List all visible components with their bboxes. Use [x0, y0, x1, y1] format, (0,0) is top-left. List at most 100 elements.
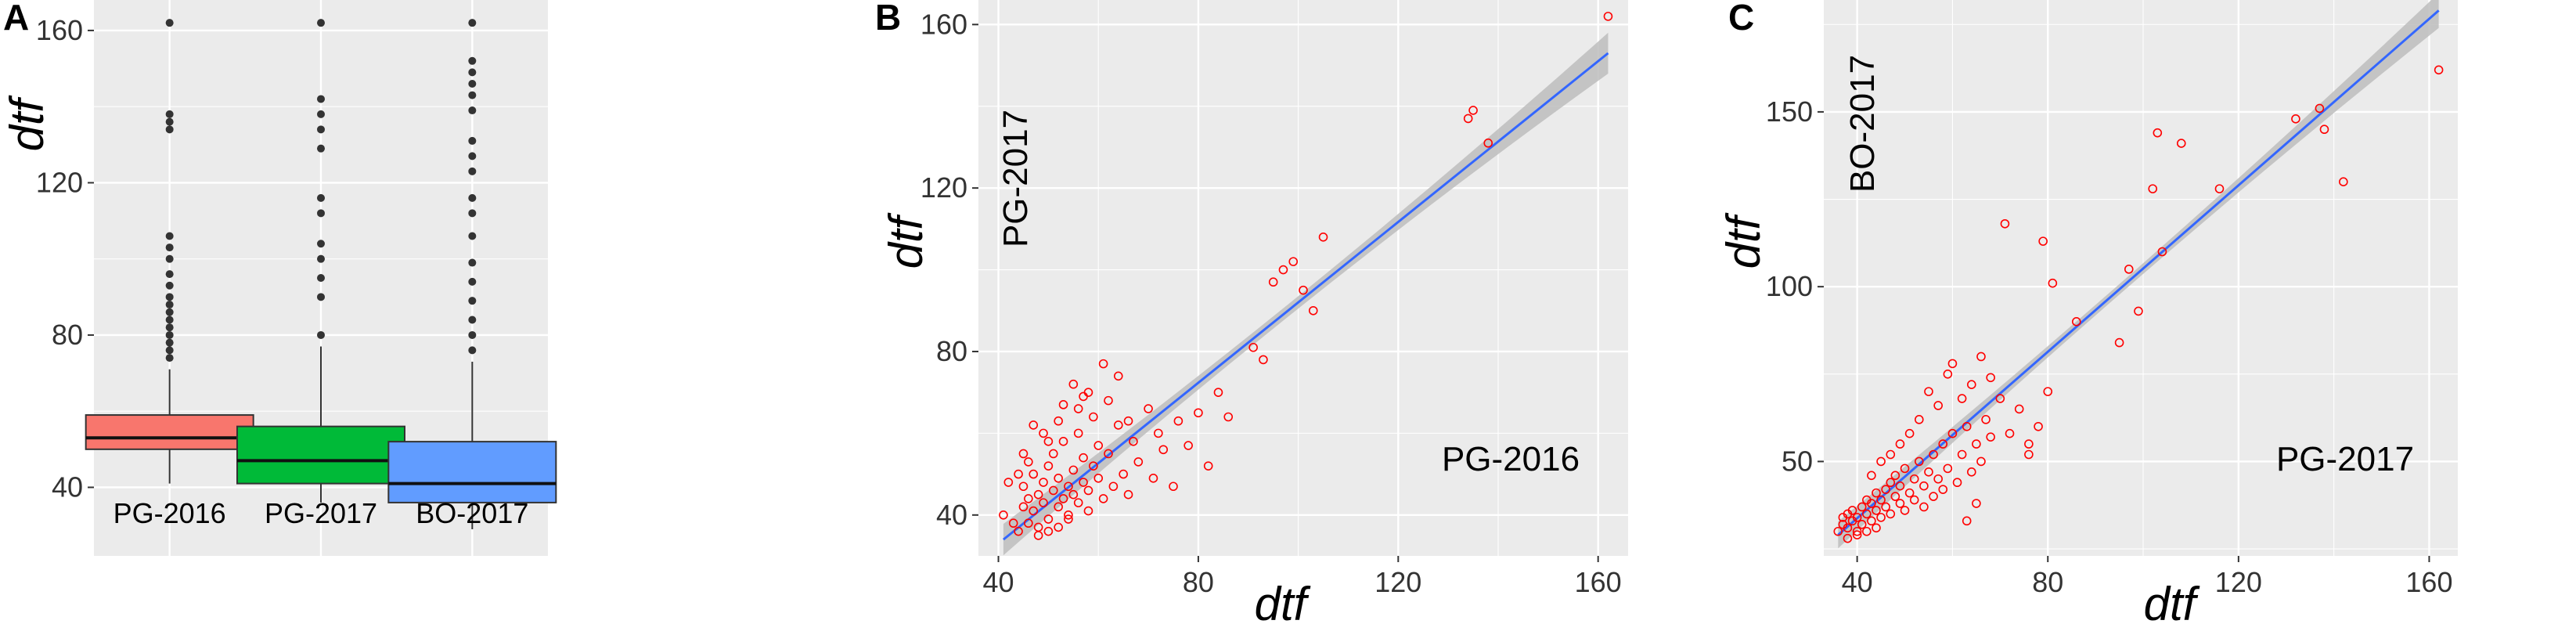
data-point [1079, 453, 1088, 463]
outlier-point [468, 346, 477, 355]
x-ticks-b: 40 80 120 160 [983, 556, 1622, 598]
outlier-point [165, 281, 174, 290]
data-point [1938, 485, 1948, 494]
data-point [1972, 499, 1981, 508]
data-point [2291, 114, 2300, 124]
data-point [1843, 523, 1853, 533]
category-label: PG-2017 [265, 497, 377, 529]
data-point [1915, 415, 1924, 424]
data-point [1039, 428, 1048, 438]
data-point [2071, 317, 2081, 326]
category-labels-a: PG-2016 PG-2017 BO-2017 [113, 497, 529, 529]
data-point [1890, 492, 1900, 501]
data-point [1895, 439, 1905, 449]
outlier-point [468, 277, 477, 286]
data-point [1203, 461, 1213, 471]
data-point [1123, 416, 1133, 426]
data-point [1886, 509, 1896, 519]
data-point [1018, 482, 1029, 492]
data-point [1104, 395, 1113, 406]
data-point [1169, 482, 1178, 492]
data-point [1144, 404, 1153, 413]
data-point [1833, 526, 1843, 536]
grid-c [1824, 0, 2458, 556]
data-point [2315, 103, 2325, 114]
outlier-point [165, 354, 174, 362]
outlier-point [165, 330, 174, 339]
data-point [2214, 184, 2225, 193]
outlier-point [468, 106, 477, 115]
data-point [1857, 520, 1867, 529]
data-point [1113, 420, 1123, 430]
data-point [1895, 499, 1905, 508]
x-tick-label: 160 [2405, 566, 2452, 598]
data-point [1867, 471, 1876, 481]
fit-b [1002, 32, 1609, 556]
outlier-point [317, 293, 325, 301]
data-point [1029, 420, 1039, 430]
data-point [1068, 465, 1079, 475]
data-point [1886, 449, 1896, 460]
outlier-point [468, 209, 477, 218]
data-point [1947, 359, 1958, 369]
data-point [2043, 387, 2053, 396]
outlier-point [468, 330, 477, 339]
outlier-point [165, 232, 174, 240]
data-point [1318, 232, 1328, 242]
outlier-point [468, 152, 477, 160]
outlier-point [165, 316, 174, 324]
data-point [1089, 461, 1098, 471]
y-tick-label: 40 [936, 499, 967, 531]
data-point [1029, 506, 1039, 516]
y-tick-label: 160 [921, 8, 967, 40]
data-point [1929, 492, 1938, 501]
y-axis-name-b: PG-2017 [996, 110, 1035, 247]
outlier-point [317, 254, 325, 263]
data-point [1064, 482, 1073, 492]
data-point [2339, 177, 2348, 187]
data-point [1947, 428, 1958, 438]
data-point [1079, 391, 1088, 402]
data-point [2024, 439, 2034, 449]
outlier-point [165, 125, 174, 134]
data-point [1924, 467, 1933, 477]
y-axis-title-c: dtf [1717, 212, 1770, 269]
data-point [2000, 218, 2010, 229]
data-point [1867, 516, 1876, 526]
data-point [1995, 394, 2005, 403]
data-point [1881, 502, 1890, 512]
box-bo-2017 [387, 441, 557, 503]
data-point [1039, 478, 1048, 487]
outlier-point [317, 209, 325, 218]
data-point [1886, 478, 1896, 488]
data-point [1900, 506, 1910, 515]
data-point [1957, 394, 1967, 403]
data-point [1938, 439, 1948, 449]
data-point [1943, 463, 1953, 474]
boxes-a [85, 19, 557, 529]
confidence-band [1003, 32, 1609, 556]
data-point [1852, 530, 1862, 540]
data-point [1962, 421, 1972, 431]
panel-c: C dtf 50 100 150 40 80 120 160 BO-2017 PG-201… [1717, 0, 2458, 630]
y-tick-label: 150 [1766, 96, 1813, 128]
data-point [1468, 106, 1478, 115]
data-point [1024, 457, 1033, 467]
data-point [1872, 506, 1881, 515]
y-tick-label: 40 [52, 471, 83, 503]
y-tick-label: 160 [36, 14, 83, 46]
data-point [1093, 441, 1104, 450]
data-point [1952, 478, 1962, 488]
data-point [1463, 114, 1473, 124]
data-point [1093, 474, 1104, 483]
data-point [1981, 415, 1991, 424]
outlier-point [165, 308, 174, 316]
outlier-point [317, 193, 325, 202]
category-label: PG-2016 [113, 497, 226, 529]
regression-line [1837, 9, 2440, 536]
x-tick-label: 80 [1183, 566, 1214, 598]
outlier-point [317, 110, 325, 118]
outlier-point [317, 330, 325, 339]
outlier-point [165, 338, 174, 347]
data-point [2434, 65, 2444, 75]
